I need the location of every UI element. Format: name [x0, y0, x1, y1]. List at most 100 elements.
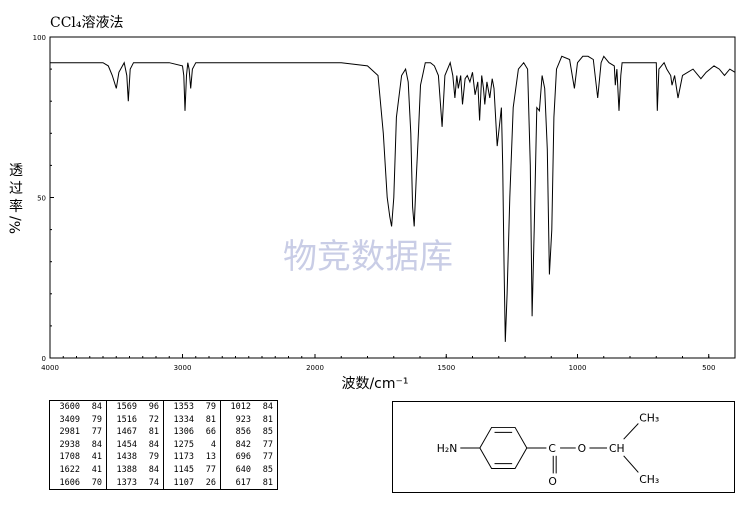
peak-entry: 1438 79 [111, 451, 159, 464]
peak-entry: 856 85 [225, 426, 273, 439]
peak-transmittance: 81 [205, 414, 216, 425]
methine-label: CH [609, 442, 625, 455]
peak-transmittance: 81 [148, 427, 159, 438]
peak-entry: 1516 72 [111, 414, 159, 427]
carbonyl-carbon-label: C [548, 442, 556, 455]
peak-wavenumber: 1145 [173, 464, 194, 475]
peak-transmittance: 70 [91, 477, 102, 488]
peak-wavenumber: 640 [235, 464, 251, 475]
spectrum-title: CCl₄溶液法 [50, 15, 124, 31]
peak-transmittance: 77 [262, 452, 273, 463]
peak-wavenumber: 1173 [173, 452, 194, 463]
peak-wavenumber: 1569 [116, 402, 137, 412]
peak-table-row: 3600 84 3409 79 2981 77 2938 84 1708 41 1622 41 1606… [49, 400, 278, 490]
peak-transmittance: 84 [148, 439, 159, 450]
carbonyl-oxygen-label: O [548, 475, 556, 488]
peak-transmittance: 41 [91, 452, 102, 463]
peak-transmittance: 85 [262, 464, 273, 475]
peak-wavenumber: 1388 [116, 464, 137, 475]
peak-transmittance: 84 [91, 402, 102, 412]
peak-entry: 2938 84 [54, 439, 102, 452]
x-tick-label: 3000 [174, 364, 192, 372]
y-axis-label-part: 透 [9, 163, 23, 179]
peak-transmittance: 77 [91, 427, 102, 438]
peak-entry: 1306 66 [168, 426, 216, 439]
peak-entry: 1107 26 [168, 477, 216, 490]
methyl-top-label: CH₃ [639, 412, 659, 425]
peak-transmittance: 81 [262, 477, 273, 488]
peak-wavenumber: 1622 [59, 464, 80, 475]
y-tick-label: 50 [37, 195, 46, 203]
peak-table-column: 1569 96 1516 72 1467 81 1454 84 1438 79 1388 84 1373… [106, 400, 164, 490]
peak-entry: 1606 70 [54, 477, 102, 490]
peak-transmittance: 74 [148, 477, 159, 488]
peak-wavenumber: 3600 [59, 402, 80, 412]
y-axis-label-part: 过 [9, 181, 23, 197]
peak-wavenumber: 1516 [116, 414, 137, 425]
peak-entry: 1373 74 [111, 477, 159, 490]
peak-entry: 1173 13 [168, 451, 216, 464]
peak-entry: 617 81 [225, 477, 273, 490]
y-axis-label-part: %/ [8, 216, 24, 234]
peak-transmittance: 79 [148, 452, 159, 463]
y-axis-label-part: 率 [9, 198, 23, 215]
peak-wavenumber: 1454 [116, 439, 137, 450]
peak-entry: 696 77 [225, 451, 273, 464]
peak-transmittance: 77 [262, 439, 273, 450]
peak-transmittance: 81 [262, 414, 273, 425]
peak-transmittance: 79 [205, 402, 216, 412]
peak-transmittance: 84 [262, 402, 273, 412]
peak-transmittance: 13 [205, 452, 216, 463]
peak-table-column: 1353 79 1334 81 1306 66 1275 4 1173 13 1145 77 1107 2… [163, 400, 221, 490]
peak-wavenumber: 1306 [173, 427, 194, 438]
ester-oxygen-label: O [578, 442, 586, 455]
peak-entry: 1145 77 [168, 464, 216, 477]
peak-wavenumber: 2981 [59, 427, 80, 438]
structure-diagram: H₂N C O O CH CH₃ CH₃ [392, 401, 735, 493]
peak-transmittance: 72 [148, 414, 159, 425]
peak-transmittance: 41 [91, 464, 102, 475]
y-tick-label: 100 [33, 34, 46, 42]
peak-entry: 1622 41 [54, 464, 102, 477]
peak-entry: 1012 84 [225, 401, 273, 414]
peak-wavenumber: 1353 [173, 402, 194, 412]
peak-entry: 1353 79 [168, 401, 216, 414]
peak-entry: 3409 79 [54, 414, 102, 427]
peak-entry: 1467 81 [111, 426, 159, 439]
amine-label: H₂N [437, 442, 457, 455]
y-axis-label: 透 过 率 %/ [8, 163, 24, 234]
peak-wavenumber: 617 [235, 477, 251, 488]
peak-wavenumber: 1107 [173, 477, 194, 488]
peak-table-column: 3600 84 3409 79 2981 77 2938 84 1708 41 1622 41 1606… [49, 400, 107, 490]
peak-entry: 1388 84 [111, 464, 159, 477]
methyl-bottom-label: CH₃ [639, 473, 659, 486]
peak-entry: 1275 4 [168, 439, 216, 452]
x-tick-label: 2000 [306, 364, 324, 372]
peak-table: 3600 84 3409 79 2981 77 2938 84 1708 41 1622 41 1606… [49, 400, 278, 491]
plot-frame [49, 36, 736, 359]
x-tick-label: 500 [702, 364, 715, 372]
spectrum-line [50, 55, 736, 342]
peak-entry: 1454 84 [111, 439, 159, 452]
peak-transmittance: 85 [262, 427, 273, 438]
peak-table-column: 1012 84 923 81 856 85 842 77 696 77 640 85 617 81 [221, 401, 278, 490]
peak-entry: 1708 41 [54, 451, 102, 464]
peak-wavenumber: 1275 [173, 439, 194, 450]
x-tick-label: 4000 [41, 364, 59, 372]
peak-entry: 923 81 [225, 414, 273, 427]
peak-wavenumber: 1708 [59, 452, 80, 463]
x-axis-label: 波数/cm⁻¹ [341, 376, 408, 392]
peak-entry: 842 77 [225, 439, 273, 452]
peak-transmittance: 77 [205, 464, 216, 475]
peak-entry: 640 85 [225, 464, 273, 477]
peak-wavenumber: 1334 [173, 414, 194, 425]
peak-entry: 3600 84 [54, 401, 102, 414]
peak-wavenumber: 1373 [116, 477, 137, 488]
peak-wavenumber: 923 [235, 414, 251, 425]
watermark: 物竞数据库 [283, 237, 453, 277]
x-tick-label: 1000 [569, 364, 587, 372]
peak-wavenumber: 1438 [116, 452, 137, 463]
benzene-ring [479, 426, 528, 470]
